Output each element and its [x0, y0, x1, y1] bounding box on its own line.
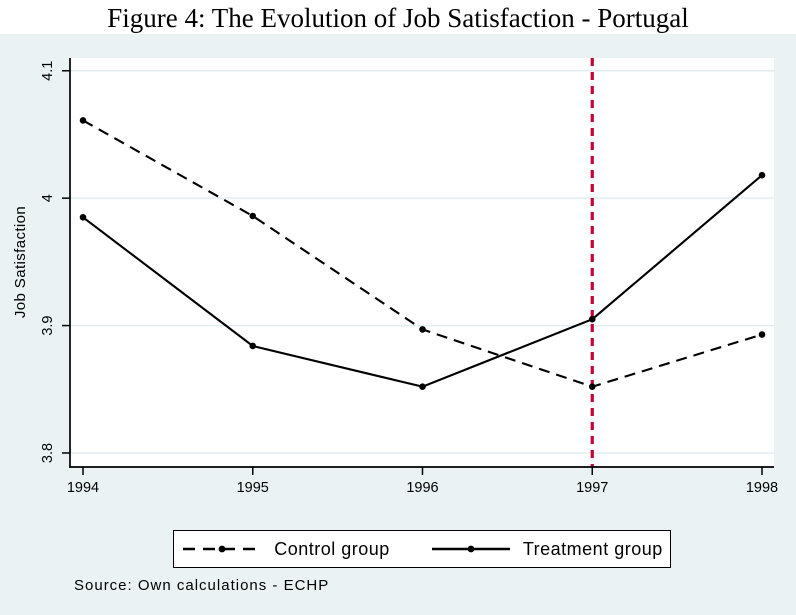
y-axis-title: Job Satisfaction [12, 205, 29, 319]
source-note: Source: Own calculations - ECHP [74, 577, 330, 594]
treatment-group-marker [249, 342, 257, 350]
control-group-marker [419, 326, 426, 333]
control-group-marker [588, 383, 596, 391]
y-tick-label: 4.1 [40, 61, 56, 81]
legend: Control group Treatment group [173, 530, 671, 568]
treatment-group-marker [758, 171, 766, 179]
x-tick-label: 1996 [406, 480, 438, 496]
legend-label-control: Control group [274, 538, 390, 559]
x-tick-label: 1994 [67, 480, 99, 496]
x-tick-label: 1995 [237, 480, 269, 496]
control-group-marker [249, 212, 257, 220]
control-group-marker [758, 331, 766, 338]
x-tick-label: 1997 [576, 480, 608, 496]
x-tick-label: 1998 [746, 480, 778, 496]
plot-area [70, 58, 774, 467]
y-tick-label: 4 [40, 194, 56, 202]
dashed-line-sample [183, 545, 262, 553]
y-tick-label: 3.9 [40, 315, 56, 335]
y-tick-label: 3.8 [40, 443, 56, 463]
legend-item-treatment: Treatment group [430, 539, 663, 560]
treatment-group-marker [588, 315, 596, 323]
treatment-group-marker [419, 383, 426, 391]
treatment-group-marker [79, 213, 87, 221]
legend-item-control: Control group [181, 539, 390, 560]
legend-label-treatment: Treatment group [522, 538, 663, 559]
control-group-marker [79, 117, 87, 124]
figure-title: Figure 4: The Evolution of Job Satisfact… [107, 3, 689, 33]
solid-line-sample [431, 545, 510, 553]
